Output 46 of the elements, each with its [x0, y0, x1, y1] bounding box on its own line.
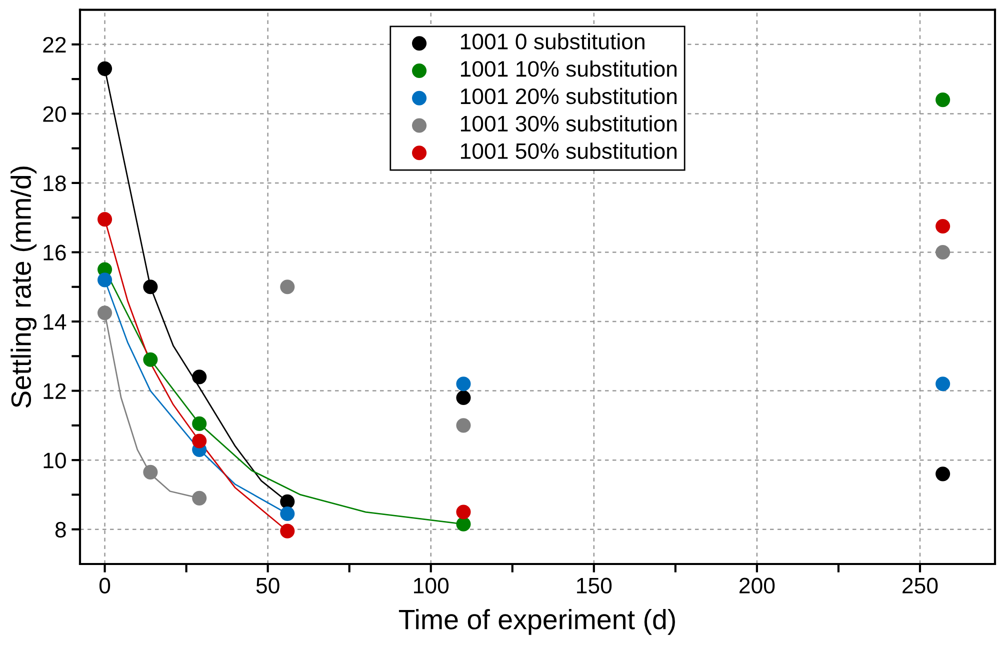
legend-label: 1001 10% substitution [460, 60, 677, 77]
y-tick-label: 8 [55, 522, 66, 538]
x-axis-title: Time of experiment (d) [398, 609, 675, 635]
point [98, 306, 112, 320]
x-tick-label: 200 [740, 578, 775, 594]
point [98, 272, 112, 288]
y-tick-label: 10 [44, 452, 66, 468]
point [98, 61, 112, 76]
point [456, 504, 471, 520]
y-tick-label: 16 [44, 244, 66, 261]
x-tick-label: 100 [414, 578, 449, 594]
y-tick-label: 14 [44, 314, 66, 330]
point [456, 418, 471, 433]
y-tick-label: 20 [43, 106, 66, 122]
point [280, 280, 295, 294]
point [192, 370, 207, 384]
y-tick-label: 12 [44, 383, 66, 399]
x-tick-label: 150 [577, 578, 612, 594]
x-tick-label: 0 [99, 578, 110, 594]
point [936, 218, 950, 234]
point [143, 464, 158, 480]
point [456, 516, 471, 532]
point [280, 494, 295, 509]
y-axis-title: Settling rate (mm/d) [10, 166, 37, 408]
point [936, 244, 950, 260]
point [936, 92, 950, 108]
point [98, 212, 112, 227]
legend-label: 1001 50% substitution [460, 142, 677, 159]
point [936, 376, 950, 392]
point [456, 390, 471, 406]
point [936, 466, 950, 482]
point [192, 434, 207, 448]
x-tick-label: 50 [256, 578, 280, 594]
x-tick-label: 250 [902, 578, 938, 594]
point [192, 490, 207, 506]
y-tick-label: 22 [43, 36, 66, 52]
legend-label: 1001 30% substitution [460, 115, 677, 132]
legend-label: 1001 20% substitution [460, 88, 677, 104]
point [143, 352, 158, 367]
y-tick-label: 18 [44, 176, 66, 192]
point [280, 506, 295, 522]
legend-label: 1001 0 substitution [460, 33, 644, 50]
point [192, 416, 207, 431]
point [280, 524, 295, 538]
point [143, 280, 158, 294]
point [456, 376, 471, 392]
